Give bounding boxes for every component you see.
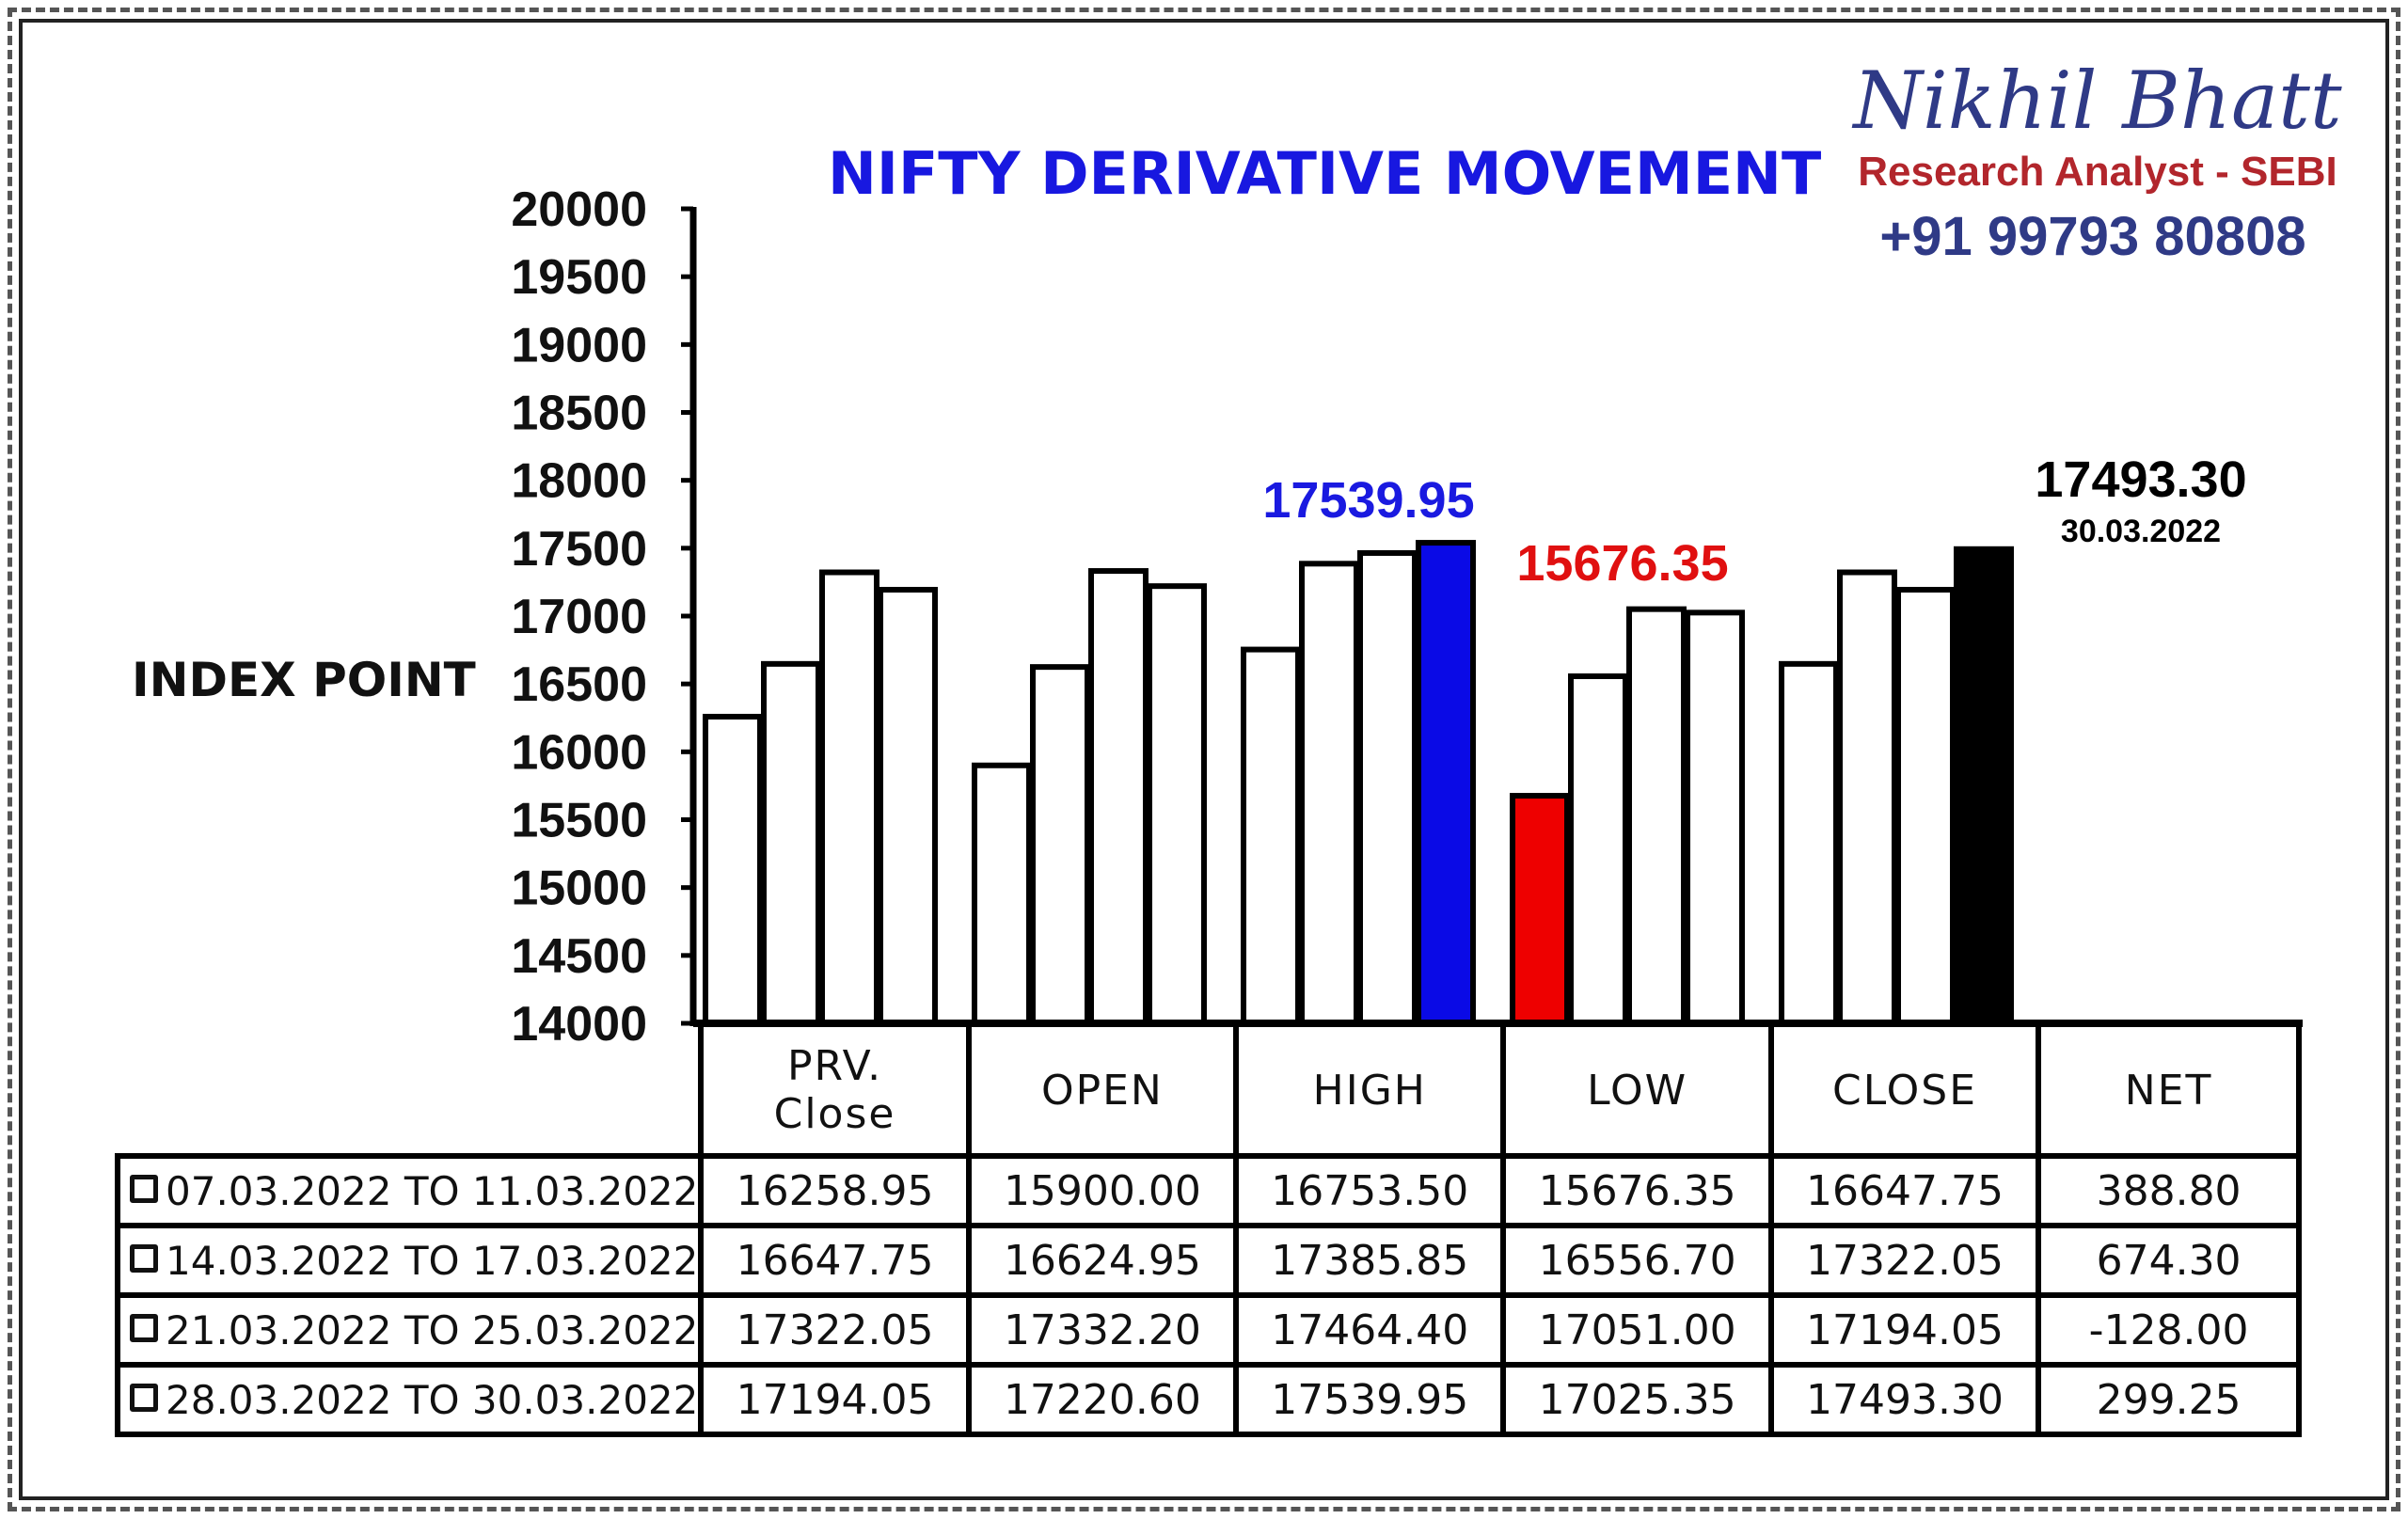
bar-prv-close-3 [819, 569, 879, 1026]
table-row: 14.03.2022 TO 17.03.2022 16647.75 16624.95… [114, 1223, 2302, 1298]
brand-role: Research Analyst - SEBI [1858, 149, 2337, 195]
chart-title: NIFTY DERIVATIVE MOVEMENT [828, 139, 1822, 208]
legend-key-icon [130, 1243, 158, 1273]
bar-open-4 [1147, 583, 1207, 1027]
y-tick-label: 18500 [511, 387, 647, 441]
legend-key-icon [130, 1383, 158, 1412]
bar-high-1 [1241, 646, 1301, 1027]
y-tick-label: 15500 [511, 794, 647, 848]
table-cell: 17194.05 [698, 1362, 972, 1437]
close-annotation: 17493.30 [2035, 451, 2246, 508]
table-cell: 17025.35 [1500, 1362, 1774, 1437]
low-annotation: 15676.35 [1516, 535, 1728, 592]
bar-prv-close-1 [703, 713, 763, 1026]
brand-name: Nikhil Bhatt [1853, 55, 2342, 147]
bar-open-3 [1088, 568, 1149, 1027]
data-table: PRV. Close OPEN HIGH LOW CLOSE NET 07.03.2022 T… [114, 1021, 2302, 1437]
series-label: 21.03.2022 TO 25.03.2022 [114, 1292, 705, 1368]
table-cell: 17322.05 [698, 1292, 972, 1368]
table-cell: 15676.35 [1500, 1153, 1774, 1228]
y-tick-label: 16500 [511, 657, 647, 712]
bar-low-2 [1568, 672, 1628, 1026]
table-cell: 299.25 [2036, 1362, 2302, 1437]
bar-prv-close-2 [761, 660, 821, 1026]
table-cell: 16647.75 [1767, 1153, 2042, 1228]
table-cell: 16624.95 [965, 1223, 1240, 1298]
brand-phone: +91 99793 80808 [1879, 206, 2306, 267]
table-header-blank [118, 1024, 705, 1159]
bar-close-4 [1954, 546, 2014, 1026]
bar-open-2 [1030, 664, 1090, 1026]
bar-close-2 [1837, 569, 1897, 1026]
bar-open-1 [972, 762, 1032, 1026]
y-tick-label: 19000 [511, 318, 647, 372]
table-header-cell: NET [2036, 1021, 2302, 1159]
table-cell: 17332.20 [965, 1292, 1240, 1368]
table-cell: 16258.95 [698, 1153, 972, 1228]
high-annotation: 17539.95 [1262, 472, 1474, 529]
series-label: 28.03.2022 TO 30.03.2022 [114, 1362, 705, 1437]
table-header-cell: OPEN [965, 1021, 1240, 1159]
bar-low-3 [1626, 606, 1687, 1026]
y-tick-label: 14500 [511, 929, 647, 984]
y-tick-label: 17500 [511, 522, 647, 577]
bar-group [703, 540, 2014, 1027]
table-header-cell: CLOSE [1767, 1021, 2042, 1159]
table-cell: 16647.75 [698, 1223, 972, 1298]
bar-close-3 [1895, 586, 1956, 1026]
table-row: 28.03.2022 TO 30.03.2022 17194.05 17220.60… [114, 1362, 2302, 1437]
close-annotation-date: 30.03.2022 [2061, 514, 2221, 549]
legend-key-icon [130, 1313, 158, 1342]
table-header-cell: LOW [1500, 1021, 1774, 1159]
y-tick-label: 19500 [511, 250, 647, 305]
y-tick-labels: 20000 19500 19000 18500 18000 17500 17000 16500… [511, 182, 693, 1052]
table-cell: 17493.30 [1767, 1362, 2042, 1437]
bar-high-4 [1416, 540, 1476, 1026]
bar-high-2 [1299, 561, 1359, 1026]
table-cell: 16753.50 [1233, 1153, 1507, 1228]
table-cell: 16556.70 [1500, 1223, 1774, 1298]
y-tick-label: 16000 [511, 725, 647, 780]
table-header-row: PRV. Close OPEN HIGH LOW CLOSE NET [118, 1021, 2302, 1159]
table-cell: -128.00 [2036, 1292, 2302, 1368]
table-cell: 17051.00 [1500, 1292, 1774, 1368]
legend-key-icon [130, 1174, 158, 1203]
table-cell: 674.30 [2036, 1223, 2302, 1298]
series-label: 07.03.2022 TO 11.03.2022 [114, 1153, 705, 1228]
bar-low-1 [1510, 793, 1570, 1026]
table-cell: 17539.95 [1233, 1362, 1507, 1437]
table-cell: 17322.05 [1767, 1223, 2042, 1298]
table-header-cell: PRV. Close [698, 1021, 972, 1159]
table-cell: 388.80 [2036, 1153, 2302, 1228]
y-axis-label: INDEX POINT [132, 653, 476, 707]
bar-low-4 [1685, 609, 1745, 1026]
table-cell: 17385.85 [1233, 1223, 1507, 1298]
table-row: 07.03.2022 TO 11.03.2022 16258.95 15900.00… [114, 1153, 2302, 1228]
outer-dashed-frame [8, 8, 2400, 1511]
y-tick-label: 20000 [511, 182, 647, 237]
table-cell: 17220.60 [965, 1362, 1240, 1437]
table-cell: 17464.40 [1233, 1292, 1507, 1368]
y-tick-label: 18000 [511, 454, 647, 509]
bar-prv-close-4 [878, 586, 938, 1026]
table-cell: 15900.00 [965, 1153, 1240, 1228]
table-cell: 17194.05 [1767, 1292, 2042, 1368]
bar-high-3 [1357, 549, 1418, 1027]
table-row: 21.03.2022 TO 25.03.2022 17322.05 17332.20… [114, 1292, 2302, 1368]
y-tick-label: 15000 [511, 862, 647, 916]
series-label: 14.03.2022 TO 17.03.2022 [114, 1223, 705, 1298]
bar-close-1 [1779, 660, 1839, 1026]
table-header-cell: HIGH [1233, 1021, 1507, 1159]
y-tick-label: 17000 [511, 590, 647, 644]
